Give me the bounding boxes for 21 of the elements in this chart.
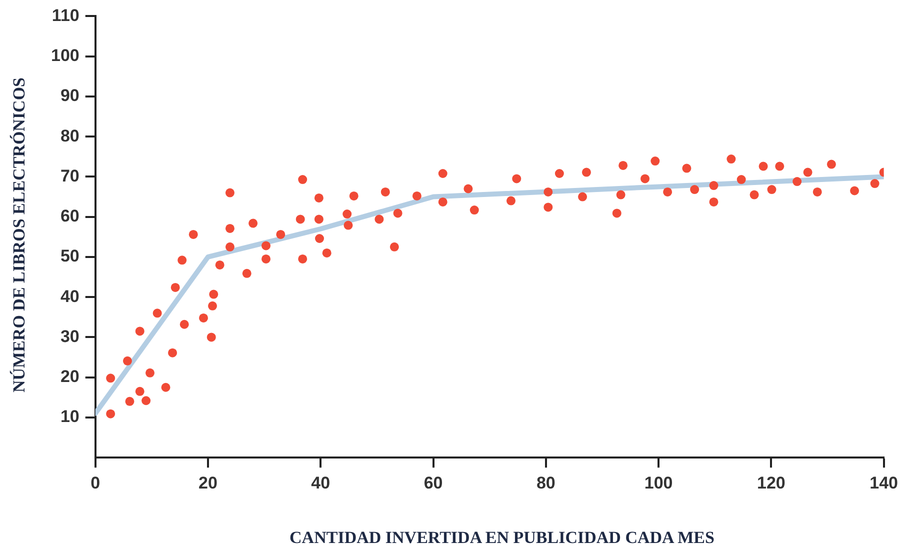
y-tick-label: 80 — [60, 126, 80, 146]
y-axis-title: NÚMERO DE LIBROS ELECTRÓNICOS — [10, 77, 30, 393]
y-tick-label: 90 — [60, 86, 80, 106]
y-tick-label: 50 — [60, 246, 80, 266]
y-tick-label: 20 — [60, 367, 80, 386]
y-tick-label: 70 — [60, 166, 80, 186]
x-tick-label: 140 — [870, 473, 898, 492]
y-tick-label: 10 — [60, 407, 80, 426]
x-tick-label: 40 — [311, 473, 330, 492]
x-axis-title: CANTIDAD INVERTIDA EN PUBLICIDAD CADA MES — [288, 528, 716, 548]
y-tick-label: 40 — [60, 286, 80, 306]
y-tick-label: 60 — [60, 206, 80, 226]
x-tick-label: 100 — [644, 473, 673, 492]
x-tick-label: 120 — [756, 473, 786, 492]
x-tick-label: 20 — [198, 473, 218, 492]
x-tick-label: 80 — [536, 473, 556, 492]
x-tick-label: 60 — [424, 473, 443, 492]
y-tick-label: 30 — [60, 326, 80, 346]
y-tick-label: 100 — [50, 46, 80, 66]
y-tick-label: 110 — [52, 6, 80, 25]
x-tick-label: 0 — [90, 473, 100, 492]
